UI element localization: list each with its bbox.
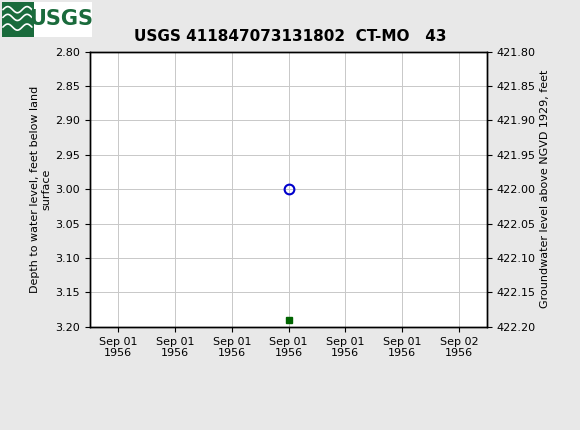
Y-axis label: Groundwater level above NGVD 1929, feet: Groundwater level above NGVD 1929, feet	[540, 70, 550, 308]
Bar	[2, 2, 34, 37]
Text: USGS 411847073131802  CT-MO   43: USGS 411847073131802 CT-MO 43	[134, 29, 446, 44]
Text: USGS: USGS	[29, 9, 93, 28]
Bar	[2, 2, 92, 37]
Y-axis label: Depth to water level, feet below land
surface: Depth to water level, feet below land su…	[30, 86, 51, 293]
